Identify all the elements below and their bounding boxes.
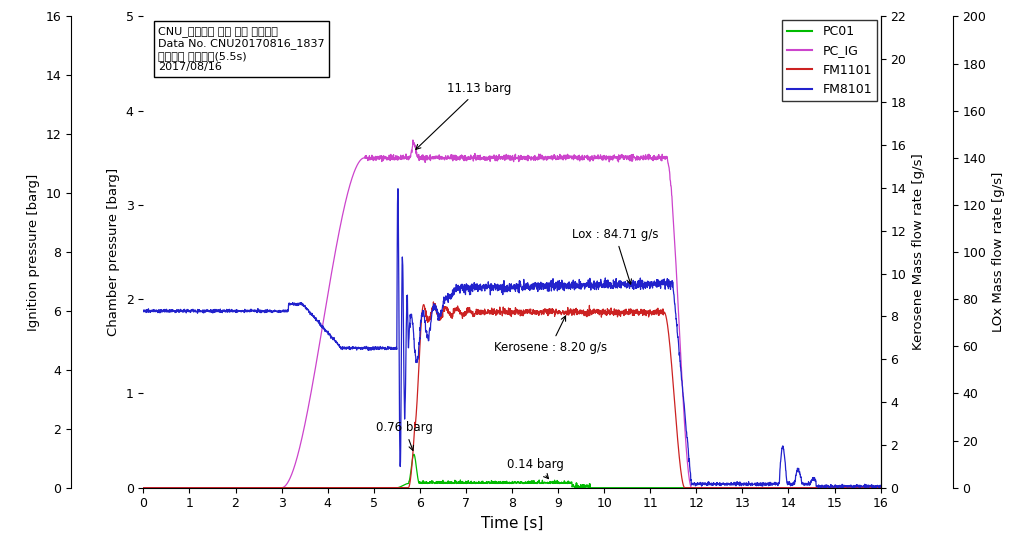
PC_IG bbox=[407, 136, 419, 143]
FM1101 bbox=[721, 484, 733, 491]
PC_IG bbox=[711, 484, 723, 491]
Text: CNU_예연소기 성능 검증 연소시험
Data No. CNU20170816_1837
예연소기 연소시험(5.5s)
2017/08/16: CNU_예연소기 성능 검증 연소시험 Data No. CNU20170816… bbox=[158, 26, 325, 72]
PC_IG bbox=[874, 484, 887, 491]
FM8101 bbox=[392, 185, 404, 192]
FM1101 bbox=[603, 309, 615, 315]
FM1101 bbox=[633, 312, 645, 318]
PC01 bbox=[603, 484, 615, 491]
Text: 11.13 barg: 11.13 barg bbox=[416, 82, 512, 150]
PC_IG bbox=[137, 484, 150, 491]
Y-axis label: Chamber pressure [barg]: Chamber pressure [barg] bbox=[108, 168, 120, 336]
FM1101 bbox=[377, 484, 389, 491]
X-axis label: Time [s]: Time [s] bbox=[481, 516, 543, 531]
Y-axis label: LOx Mass flow rate [g/s]: LOx Mass flow rate [g/s] bbox=[992, 172, 1005, 332]
FM1101 bbox=[137, 484, 150, 491]
FM8101 bbox=[603, 282, 615, 288]
PC01 bbox=[410, 455, 422, 462]
PC01 bbox=[408, 451, 420, 458]
FM1101 bbox=[874, 484, 887, 491]
Text: Kerosene : 8.20 g/s: Kerosene : 8.20 g/s bbox=[494, 316, 606, 354]
FM8101 bbox=[822, 484, 835, 491]
Y-axis label: Ignition pressure [barg]: Ignition pressure [barg] bbox=[27, 174, 40, 330]
Line: PC01: PC01 bbox=[143, 454, 881, 488]
PC_IG bbox=[377, 155, 389, 162]
Y-axis label: Kerosene Mass flow rate [g/s]: Kerosene Mass flow rate [g/s] bbox=[911, 153, 925, 351]
FM8101 bbox=[137, 307, 150, 314]
PC01 bbox=[377, 484, 389, 491]
FM1101 bbox=[409, 419, 421, 426]
Text: 0.76 barg: 0.76 barg bbox=[376, 421, 433, 450]
Line: FM8101: FM8101 bbox=[143, 189, 881, 488]
FM8101 bbox=[410, 350, 422, 356]
PC_IG bbox=[410, 144, 422, 151]
FM1101 bbox=[711, 484, 723, 491]
Line: FM1101: FM1101 bbox=[143, 302, 881, 488]
FM8101 bbox=[711, 480, 723, 487]
Text: Lox : 84.71 g/s: Lox : 84.71 g/s bbox=[571, 228, 658, 284]
FM8101 bbox=[377, 344, 389, 350]
PC_IG bbox=[603, 153, 615, 160]
FM8101 bbox=[633, 277, 645, 284]
Text: 0.14 barg: 0.14 barg bbox=[508, 458, 564, 478]
PC01 bbox=[137, 484, 150, 491]
PC01 bbox=[721, 484, 733, 491]
PC_IG bbox=[721, 484, 733, 491]
Line: PC_IG: PC_IG bbox=[143, 140, 881, 488]
FM8101 bbox=[721, 482, 733, 488]
FM1101 bbox=[427, 299, 439, 305]
FM8101 bbox=[874, 483, 887, 490]
PC01 bbox=[874, 484, 887, 491]
PC01 bbox=[633, 484, 645, 491]
PC01 bbox=[711, 484, 723, 491]
PC_IG bbox=[633, 156, 645, 162]
Legend: PC01, PC_IG, FM1101, FM8101: PC01, PC_IG, FM1101, FM8101 bbox=[782, 20, 877, 101]
